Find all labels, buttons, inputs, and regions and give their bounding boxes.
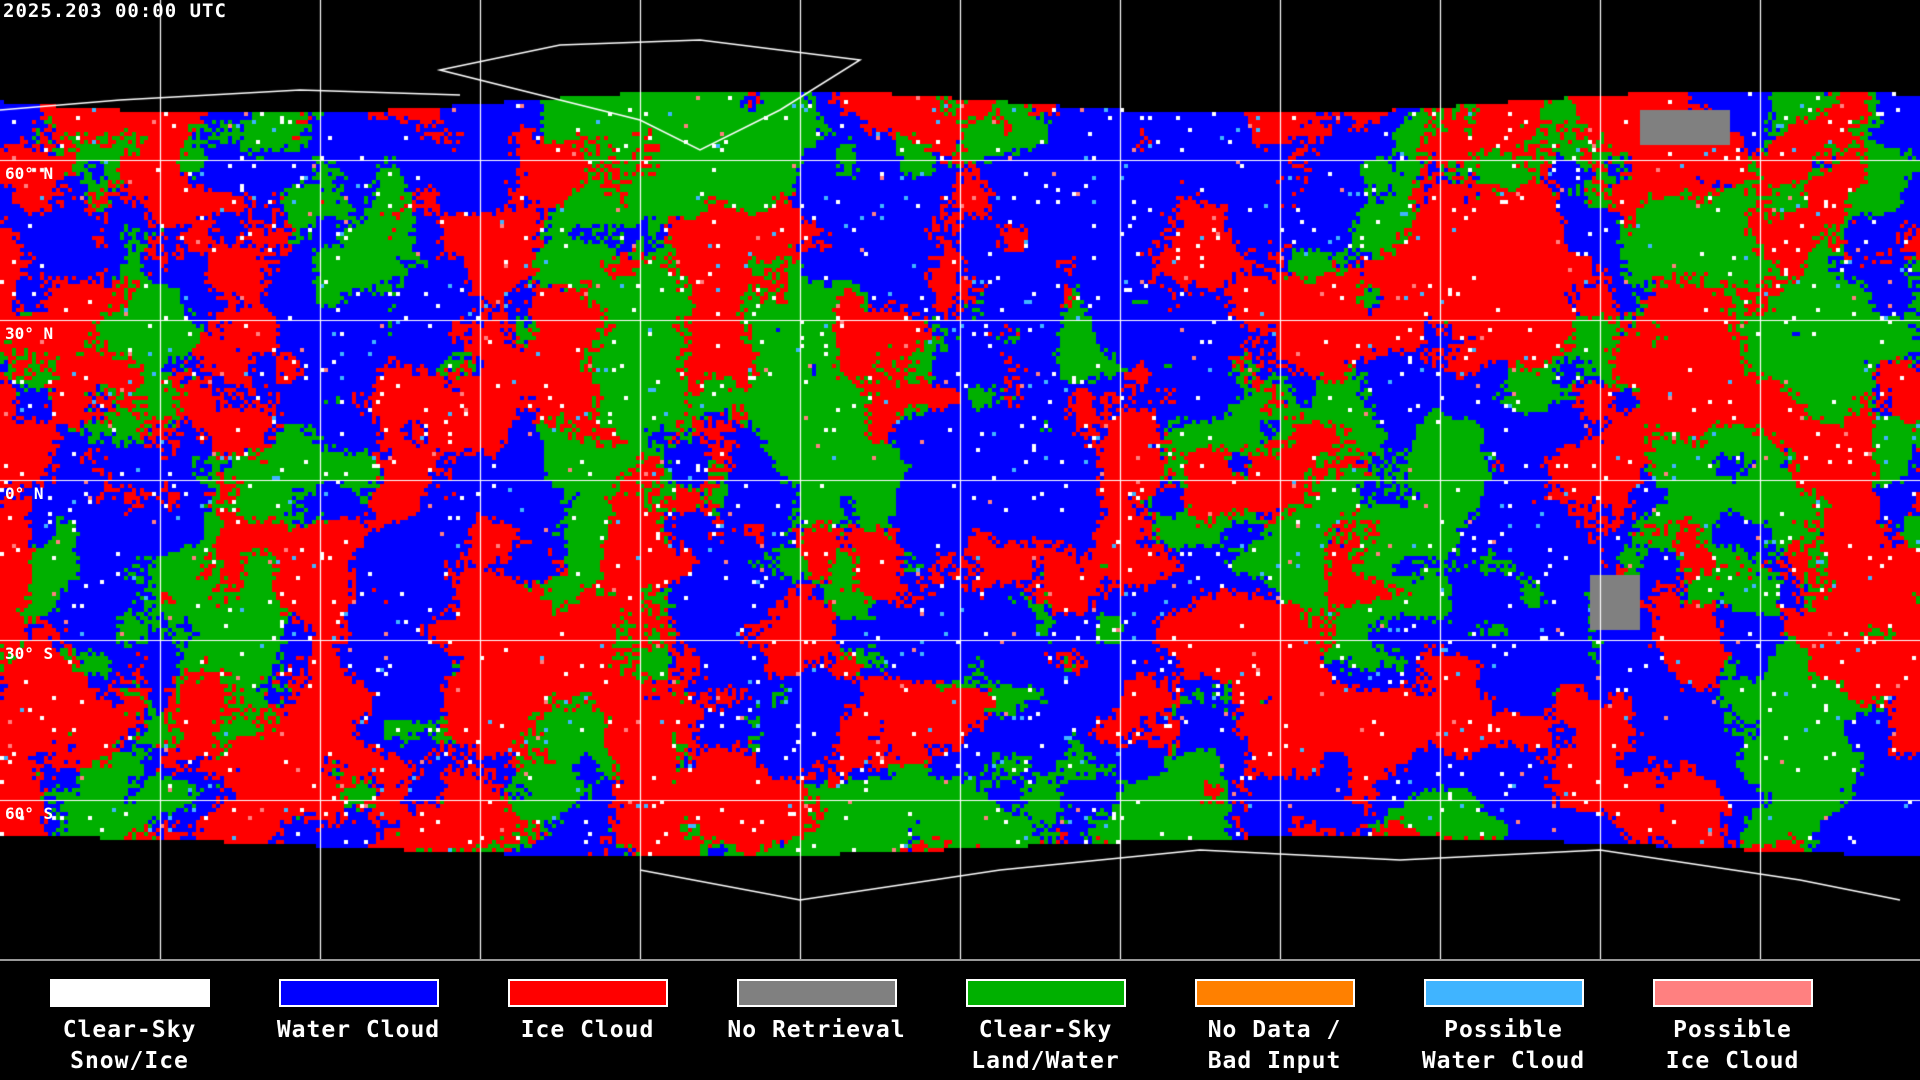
legend-label-line1: Clear-Sky [62,1017,197,1043]
legend-swatch [48,978,211,1008]
legend-label-line1: No Data / [1207,1017,1342,1043]
legend-label-line2: Ice Cloud [1665,1048,1800,1074]
lat-label-60n: 60° N [5,164,54,183]
lat-label-30s: 30° S [5,644,54,663]
legend-label-line1: Clear-Sky [978,1017,1113,1043]
legend-item: Water Cloud [244,978,473,1046]
timestamp-title: 2025.203 00:00 UTC [3,0,227,22]
legend-item: No Retrieval [702,978,931,1046]
legend-label-line2: Water Cloud [1421,1048,1586,1074]
legend-label-line1: No Retrieval [727,1017,906,1043]
legend-label-line1: Possible [1444,1017,1563,1043]
legend-item: No Data / Bad Input [1160,978,1389,1077]
legend-swatch [506,978,669,1008]
legend-item: Ice Cloud [473,978,702,1046]
legend-label-line1: Water Cloud [276,1017,441,1043]
legend-label-line1: Ice Cloud [520,1017,655,1043]
legend-label-line1: Possible [1673,1017,1792,1043]
legend-label-line2: Bad Input [1207,1048,1342,1074]
legend-swatch [1193,978,1356,1008]
legend-divider [0,959,1920,961]
legend-swatch [735,978,898,1008]
legend-item: Possible Water Cloud [1389,978,1618,1077]
legend-item: Possible Ice Cloud [1618,978,1847,1077]
lat-label-30n: 30° N [5,324,54,343]
legend-swatch [1422,978,1585,1008]
cloud-phase-map [0,0,1920,960]
legend-swatch [964,978,1127,1008]
legend-label-line2: Snow/Ice [70,1048,189,1074]
legend-swatch [277,978,440,1008]
legend-item: Clear-Sky Snow/Ice [15,978,244,1077]
legend-swatch [1651,978,1814,1008]
legend-item: Clear-Sky Land/Water [931,978,1160,1077]
lat-label-0n: 0° N [5,484,44,503]
lat-label-60s: 60° S [5,804,54,823]
legend-label-line2: Land/Water [971,1048,1120,1074]
